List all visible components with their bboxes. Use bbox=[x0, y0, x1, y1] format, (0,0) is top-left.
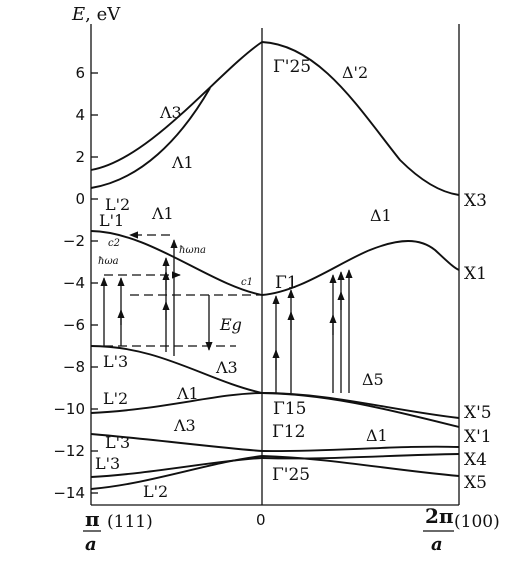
label-gamma25p-bottom: Γ'25 bbox=[272, 465, 310, 485]
label-hw-a: ħωa bbox=[98, 256, 119, 267]
label-c1: c1 bbox=[241, 277, 253, 288]
label-l2p-lowest: L'2 bbox=[143, 482, 168, 501]
band-lambda-l2p-low bbox=[90, 455, 263, 490]
x-label-right: 2π a (100) bbox=[423, 504, 500, 555]
label-lambda3-low: Λ3 bbox=[173, 416, 196, 435]
svg-text:2: 2 bbox=[75, 148, 85, 166]
y-axis-title: E, eV bbox=[71, 4, 121, 25]
label-l3p-mid: L'3 bbox=[103, 352, 128, 371]
band-lambda1-valence bbox=[90, 392, 263, 414]
label-delta1-low: Δ1 bbox=[366, 426, 388, 445]
svg-text:(111): (111) bbox=[107, 512, 153, 532]
svg-text:−2: −2 bbox=[63, 232, 85, 250]
svg-text:(100): (100) bbox=[454, 512, 500, 532]
svg-text:π: π bbox=[85, 507, 100, 531]
label-delta1-right: Δ1 bbox=[370, 206, 392, 225]
label-c2: c2 bbox=[108, 238, 120, 249]
band-labels: Λ3 Λ1 L'2 L'1 Λ1 Γ'25 Δ'2 X3 Δ1 X1 Γ1 c1… bbox=[95, 57, 492, 501]
label-gamma25p-top: Γ'25 bbox=[273, 57, 311, 77]
energy-bands bbox=[90, 41, 460, 490]
svg-text:4: 4 bbox=[75, 106, 85, 124]
x-label-gamma: 0 bbox=[256, 511, 266, 529]
band-lambda1-conduction bbox=[90, 230, 263, 296]
band-lambda1-upper bbox=[90, 87, 211, 189]
svg-text:0: 0 bbox=[75, 190, 85, 208]
label-x1p: X'1 bbox=[464, 427, 492, 447]
band-lambda3-valence bbox=[90, 345, 263, 394]
svg-text:−14: −14 bbox=[53, 484, 85, 502]
label-lambda3-top: Λ3 bbox=[159, 103, 182, 122]
y-ticks bbox=[91, 72, 98, 494]
label-x4: X4 bbox=[464, 450, 487, 470]
label-hw-na: ħωna bbox=[179, 245, 206, 256]
label-x5: X5 bbox=[464, 473, 487, 493]
svg-text:2π: 2π bbox=[425, 504, 454, 528]
band-delta1-conduction bbox=[261, 240, 460, 296]
label-delta2p: Δ'2 bbox=[342, 63, 368, 82]
band-delta-x4 bbox=[261, 453, 460, 460]
label-lambda3-mid: Λ3 bbox=[215, 358, 238, 377]
label-x5p: X'5 bbox=[464, 403, 492, 423]
label-eg: Eg bbox=[219, 315, 242, 334]
label-delta5: Δ5 bbox=[362, 370, 384, 389]
band-lambda3-upper bbox=[90, 41, 263, 171]
label-x3: X3 bbox=[464, 191, 487, 211]
label-l1p: L'1 bbox=[99, 211, 124, 230]
svg-text:a: a bbox=[85, 534, 97, 555]
svg-text:−8: −8 bbox=[63, 358, 85, 376]
svg-text:6: 6 bbox=[75, 64, 85, 82]
label-gamma12: Γ12 bbox=[272, 422, 305, 442]
svg-text:a: a bbox=[431, 534, 443, 555]
band-lambda3-low bbox=[90, 433, 263, 452]
label-lambda1-top: Λ1 bbox=[171, 153, 194, 172]
svg-text:−12: −12 bbox=[53, 442, 85, 460]
svg-text:−4: −4 bbox=[63, 274, 85, 292]
band-delta2p bbox=[261, 41, 460, 196]
y-tick-labels: 6 4 2 0 −2 −4 −6 −8 −10 −12 −14 bbox=[53, 64, 85, 502]
x-label-left: π a (111) bbox=[83, 507, 153, 555]
label-l3p-bottom: L'3 bbox=[95, 454, 120, 473]
label-l3p-low: L'3 bbox=[105, 433, 130, 452]
svg-text:−6: −6 bbox=[63, 316, 85, 334]
label-lambda1-low: Λ1 bbox=[176, 384, 199, 403]
band-delta-x5 bbox=[261, 455, 460, 477]
label-x1: X1 bbox=[464, 264, 487, 284]
label-gamma15: Γ15 bbox=[273, 399, 306, 419]
svg-text:−10: −10 bbox=[53, 400, 85, 418]
band-delta-x5p bbox=[261, 392, 460, 419]
label-l2p-bottom: L'2 bbox=[103, 389, 128, 408]
transition-arrows bbox=[100, 239, 353, 393]
label-l2p-top: L'2 bbox=[105, 195, 130, 214]
label-lambda1-mid: Λ1 bbox=[151, 204, 174, 223]
band-delta1-low bbox=[261, 445, 460, 453]
label-gamma1: Γ1 bbox=[275, 273, 298, 293]
